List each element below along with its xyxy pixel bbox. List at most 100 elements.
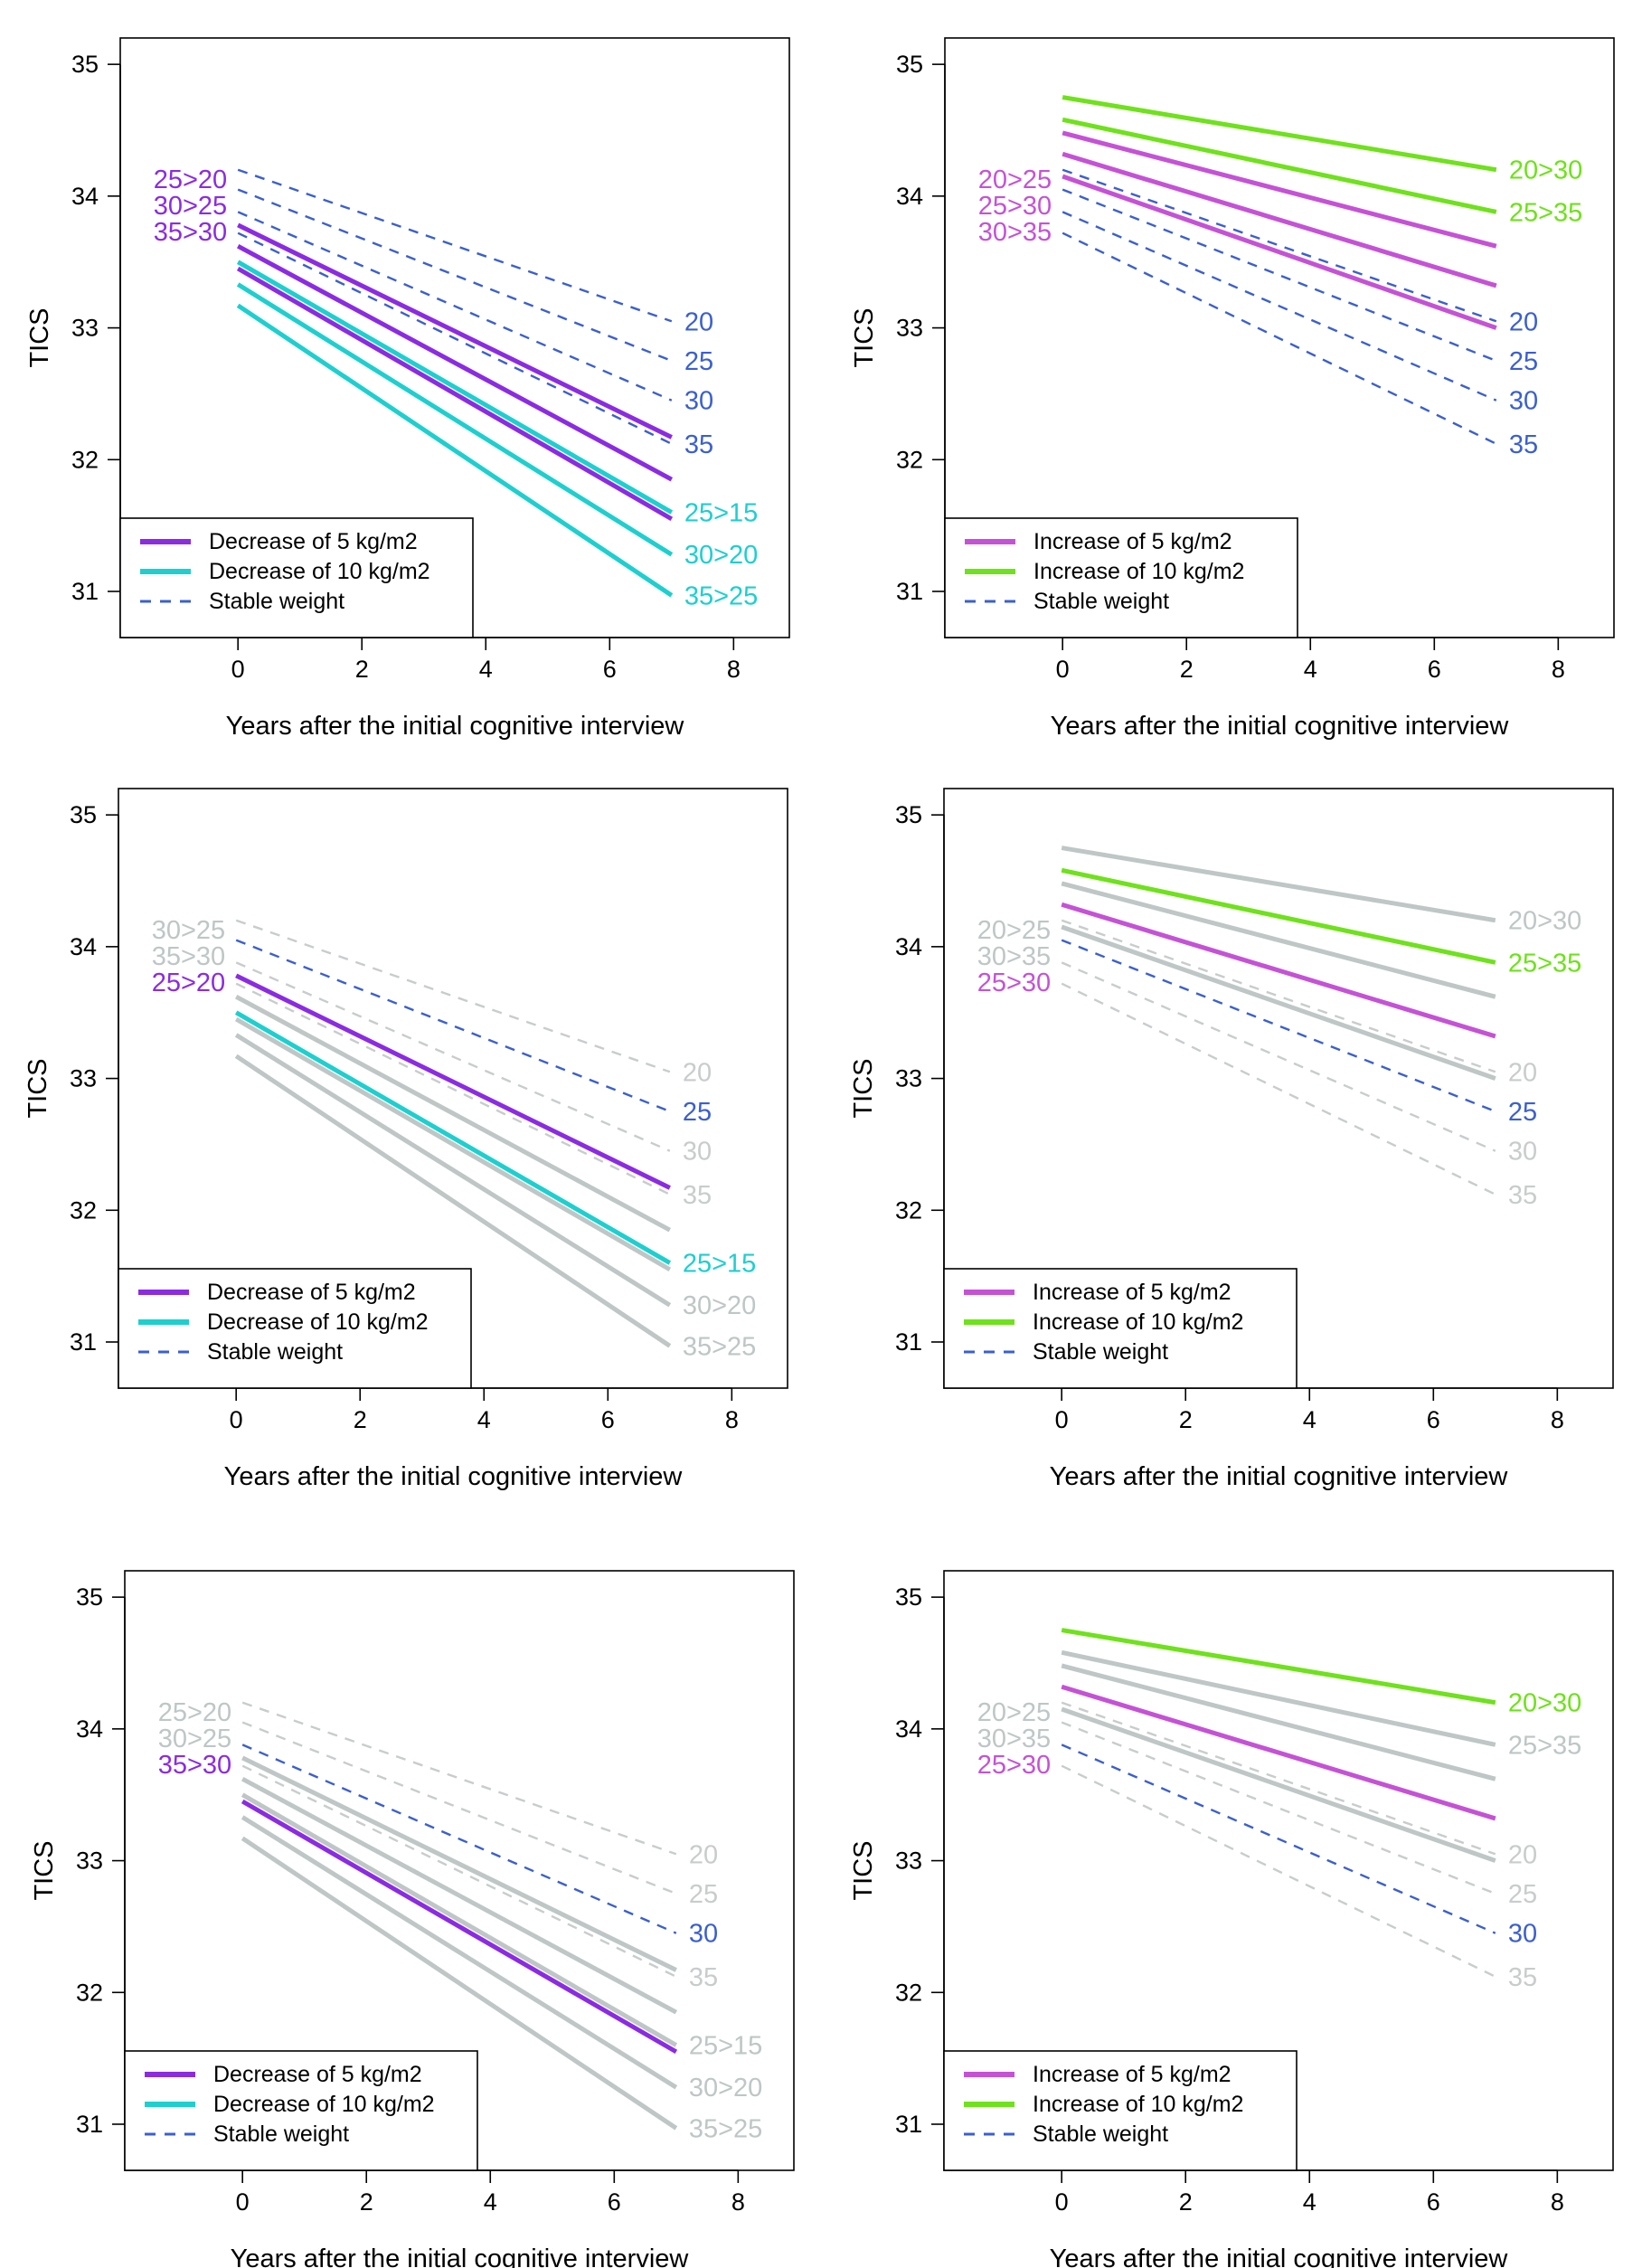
x-tick-label: 2 [354,1406,367,1433]
y-tick-label: 32 [895,1196,922,1224]
series-line-20 [1062,168,1497,323]
series-line-20 [1061,919,1496,1073]
x-tick-label: 4 [1303,2188,1316,2216]
series-line-35 [1061,1764,1496,1978]
series-line-30-to-20 [234,1033,672,1308]
series-end-label: 25>15 [683,1250,756,1279]
series-start-label: 25>30 [977,969,1051,997]
series-line-20-to-30 [1061,846,1496,923]
y-axis-label: TICS [849,1840,878,1900]
y-tick-label: 33 [76,1847,103,1875]
chart-panel-middle-left: 0 2 4 6 8 31 32 33 34 35 Years after the initial c… [24,788,788,1491]
series-line-35 [235,982,671,1195]
y-axis-label: TICS [30,1840,59,1900]
legend-label: Stable weight [207,1339,343,1365]
series-line-25-to-35 [1062,117,1497,214]
series-line-35-to-25 [234,1054,672,1348]
series-end-label: 35>25 [684,581,758,610]
series-end-label: 20 [683,1058,712,1087]
legend-label: Decrease of 10 kg/m2 [213,2092,435,2117]
x-tick-label: 2 [1180,656,1194,683]
series-start-label: 20>25 [977,916,1051,945]
y-tick-label: 34 [896,183,923,210]
series-line-30 [241,1744,677,1934]
series-start-label: 35>30 [152,942,225,971]
x-tick-label: 8 [725,1406,739,1433]
series-end-label: 20>30 [1508,907,1581,936]
legend-label: Increase of 5 kg/m2 [1033,529,1232,554]
series-end-label: 25>35 [1509,198,1582,227]
series-end-label: 35 [1509,430,1538,459]
legend-label: Increase of 10 kg/m2 [1033,2092,1243,2117]
y-tick-label: 32 [895,1979,922,2006]
x-axis-label: Years after the initial cognitive interv… [1050,2244,1509,2268]
legend-label: Decrease of 5 kg/m2 [209,529,418,554]
x-axis-label: Years after the initial cognitive interv… [1050,1462,1509,1491]
legend-label: Decrease of 10 kg/m2 [207,1309,429,1335]
series-line-20-to-30 [1062,95,1497,173]
y-tick-label: 34 [76,1715,103,1743]
legend: Decrease of 5 kg/m2 Decrease of 10 kg/m2 S… [124,2050,478,2171]
x-tick-label: 0 [1056,656,1070,683]
series-line-25-to-30 [1062,151,1497,288]
x-axis-label: Years after the initial cognitive interv… [1051,712,1510,741]
x-tick-label: 4 [484,2188,497,2216]
x-axis-label: Years after the initial cognitive interv… [226,712,685,741]
legend-label: Increase of 5 kg/m2 [1033,1280,1232,1305]
legend: Decrease of 5 kg/m2 Decrease of 10 kg/m2 S… [119,517,474,638]
series-start-label: 30>35 [978,218,1052,247]
series-line-20 [241,1701,677,1856]
x-tick-label: 0 [230,1406,243,1433]
series-line-30-to-20 [236,282,674,557]
series-end-label: 20 [1508,1840,1537,1869]
x-tick-label: 0 [231,656,245,683]
x-tick-label: 2 [355,656,369,683]
series-end-label: 25>15 [684,499,758,528]
x-tick-label: 2 [1179,1406,1193,1433]
legend: Increase of 5 kg/m2 Increase of 10 kg/m2 S… [943,2050,1298,2171]
series-line-20-to-25 [1061,1663,1496,1781]
series-line-30-to-35 [1061,1706,1496,1863]
series-line-35 [241,1764,677,1978]
legend-label: Decrease of 10 kg/m2 [209,559,430,584]
series-end-label: 35 [1508,1181,1537,1210]
series-start-label: 35>30 [154,218,227,247]
y-axis-label: TICS [24,1058,52,1118]
series-start-label: 25>30 [977,1751,1051,1780]
series-line-20-to-30 [1061,1628,1496,1706]
series-line-30-to-35 [1062,174,1497,330]
x-tick-label: 8 [727,656,741,683]
series-end-label: 25 [684,347,713,376]
x-tick-label: 4 [479,656,493,683]
legend-label: Increase of 5 kg/m2 [1033,2062,1232,2087]
series-start-label: 30>25 [152,916,225,945]
series-end-label: 30 [689,1920,718,1949]
series-line-25-to-20 [235,973,671,1190]
y-tick-label: 33 [896,315,923,342]
series-line-25 [1061,1721,1496,1895]
legend-label: Increase of 10 kg/m2 [1033,1309,1243,1335]
y-tick-label: 35 [76,1583,103,1611]
series-end-label: 35 [684,430,713,459]
y-tick-label: 31 [895,1328,922,1356]
series-line-35-to-25 [236,303,674,598]
y-tick-label: 35 [896,51,923,78]
x-axis-label: Years after the initial cognitive interv… [231,2244,690,2268]
series-end-label: 30>20 [683,1291,756,1320]
series-end-label: 20>30 [1509,156,1582,185]
series-line-35-to-25 [241,1836,678,2131]
y-tick-label: 34 [71,183,99,210]
x-tick-label: 6 [603,656,617,683]
series-line-25-to-35 [1061,1649,1496,1747]
x-tick-label: 2 [360,2188,373,2216]
series-start-label: 30>35 [977,1725,1051,1753]
series-line-20-to-25 [1061,881,1496,999]
x-tick-label: 2 [1179,2188,1193,2216]
series-end-label: 20 [684,307,713,336]
y-axis-label: TICS [849,1058,878,1118]
series-end-label: 35 [683,1181,712,1210]
legend-label: Stable weight [213,2122,349,2147]
legend-box [124,2050,478,2171]
series-line-25-to-15 [234,1010,672,1265]
y-tick-label: 34 [895,933,922,960]
